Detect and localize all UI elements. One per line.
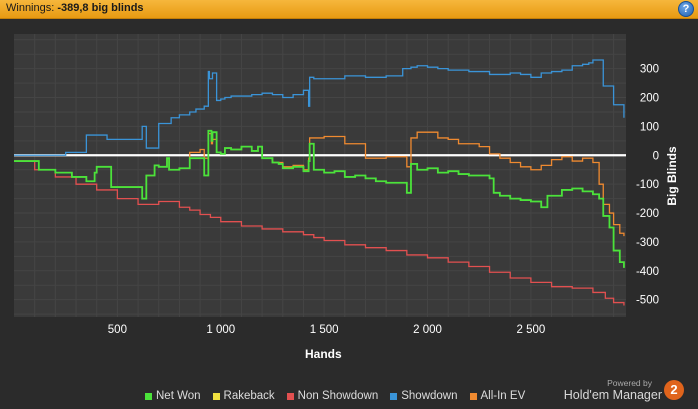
winnings-label: Winnings: xyxy=(6,2,55,14)
series-line-net-won xyxy=(14,129,625,268)
legend-label: Non Showdown xyxy=(297,390,379,402)
legend-item[interactable]: Rakeback xyxy=(212,390,275,402)
legend-item[interactable]: Non Showdown xyxy=(286,390,379,402)
legend-item[interactable]: All-In EV xyxy=(469,390,526,402)
chart-legend: Net Won Rakeback Non Showdown Showdown All-I… xyxy=(145,390,525,402)
plot-area xyxy=(14,34,626,317)
y-tick-label: -500 xyxy=(636,295,659,307)
y-tick-label: 300 xyxy=(640,64,659,76)
y-tick-label: 100 xyxy=(640,121,659,133)
winnings-header: Winnings: -389,8 big blinds ? xyxy=(0,0,698,19)
legend-swatch xyxy=(212,392,220,400)
brand-name: Hold'em Manager xyxy=(563,388,662,402)
question-mark-icon[interactable]: ? xyxy=(678,1,694,17)
legend-label: Showdown xyxy=(401,390,458,402)
x-tick-label: 1 000 xyxy=(206,324,235,336)
powered-by-text: Powered by xyxy=(607,378,652,388)
legend-label: All-In EV xyxy=(480,390,526,402)
legend-item[interactable]: Net Won xyxy=(145,390,201,402)
x-axis-title: Hands xyxy=(305,347,342,361)
x-tick-label: 2 000 xyxy=(413,324,442,336)
y-tick-label: -100 xyxy=(636,179,659,191)
series-line-non-showdown xyxy=(14,160,625,306)
legend-item[interactable]: Showdown xyxy=(390,390,458,402)
hm2-logo-icon: 2 xyxy=(664,380,684,400)
legend-label: Net Won xyxy=(156,390,201,402)
series-line-showdown xyxy=(14,59,625,156)
legend-swatch xyxy=(469,392,477,400)
y-axis-title: Big Blinds xyxy=(665,146,679,206)
y-tick-label: 200 xyxy=(640,93,659,105)
legend-swatch xyxy=(145,392,152,400)
legend-swatch xyxy=(390,392,398,400)
y-tick-label: -200 xyxy=(636,208,659,220)
y-tick-label: 0 xyxy=(653,150,659,162)
y-tick-label: -400 xyxy=(636,266,659,278)
x-tick-label: 2 500 xyxy=(517,324,546,336)
winnings-value: -389,8 big blinds xyxy=(57,2,144,14)
legend-label: Rakeback xyxy=(223,390,275,402)
winnings-summary: Winnings: -389,8 big blinds xyxy=(6,2,144,14)
y-tick-label: -300 xyxy=(636,237,659,249)
x-tick-label: 500 xyxy=(108,324,127,336)
brand-logo-block: Powered by Hold'em Manager 2 xyxy=(562,378,692,404)
x-tick-label: 1 500 xyxy=(310,324,339,336)
legend-swatch xyxy=(286,392,294,400)
